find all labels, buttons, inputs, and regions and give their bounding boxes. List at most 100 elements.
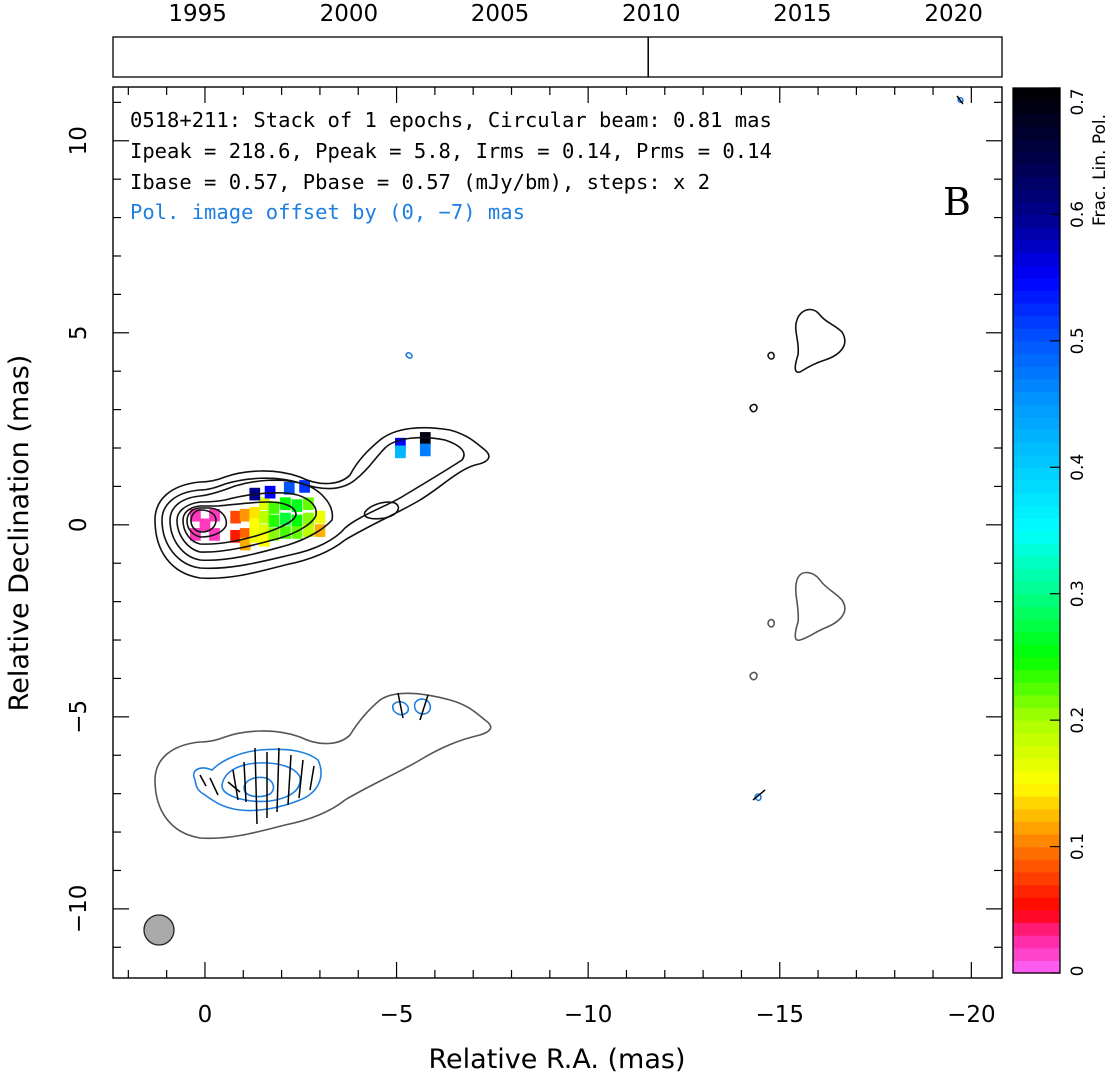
panel-letter: B xyxy=(943,180,971,224)
colorbar-band xyxy=(1013,732,1060,747)
colorbar-band xyxy=(1013,442,1060,456)
frac-pol-pixel xyxy=(299,480,310,493)
colorbar-band xyxy=(1013,720,1060,734)
total-intensity-contours xyxy=(154,308,846,580)
timeline-tick-label: 1995 xyxy=(168,1,227,27)
colorbar-tick-label: 0.7 xyxy=(1068,88,1088,115)
colorbar-band xyxy=(1013,517,1060,532)
colorbar-band xyxy=(1013,859,1060,873)
axis-ticks xyxy=(113,87,1002,978)
colorbar-band xyxy=(1013,770,1060,784)
y-tick-labels: 10 5 0 −5 −10 xyxy=(66,126,92,933)
evpa-tick xyxy=(254,747,258,825)
colorbar-tick-label: 0.5 xyxy=(1068,327,1088,354)
frac-pol-pixel xyxy=(314,510,326,524)
frac-pol-pixel xyxy=(303,524,314,537)
intensity-contour-7 xyxy=(190,509,217,533)
frac-pol-pixel xyxy=(395,445,406,459)
polarized-contour-north xyxy=(405,352,413,359)
colorbar-band xyxy=(1013,846,1060,860)
colorbar-band xyxy=(1013,745,1060,759)
evpa-tick xyxy=(199,774,207,787)
offset-intensity-contour-far-2 xyxy=(767,618,775,628)
colorbar: 0 0.1 0.2 0.3 0.4 0.5 0.6 0.7 Frac. Lin. Pol. xyxy=(1012,87,1110,976)
colorbar-band xyxy=(1013,227,1060,241)
colorbar-band xyxy=(1013,796,1060,810)
colorbar-label: Frac. Lin. Pol. xyxy=(1090,114,1110,226)
colorbar-band xyxy=(1013,644,1060,658)
colorbar-band xyxy=(1013,922,1060,936)
colorbar-band xyxy=(1013,378,1060,393)
intensity-contour-6 xyxy=(186,507,228,538)
colorbar-band xyxy=(1013,581,1060,595)
colorbar-band xyxy=(1013,479,1060,494)
evpa-tick xyxy=(309,765,315,791)
evpa-tick xyxy=(752,789,766,801)
restoring-beam xyxy=(143,914,175,946)
timeline-tick-labels: 1995 2000 2005 2010 2015 2020 xyxy=(168,1,982,27)
y-tick-label: 10 xyxy=(66,126,92,155)
timeline-tick-label: 2005 xyxy=(471,1,530,27)
y-tick-label: 0 xyxy=(66,517,92,532)
frac-pol-pixel xyxy=(280,512,291,526)
frac-pol-pixel xyxy=(303,512,314,526)
frac-pol-pixel xyxy=(230,510,241,524)
colorbar-band xyxy=(1013,302,1060,317)
colorbar-tick-label: 0.1 xyxy=(1068,833,1088,860)
colorbar-band xyxy=(1013,277,1060,291)
evpa-tick xyxy=(298,759,304,799)
colorbar-band xyxy=(1013,530,1060,544)
x-tick-label: −5 xyxy=(380,1002,414,1028)
x-tick-label: −15 xyxy=(755,1002,804,1028)
frac-pol-pixel xyxy=(258,533,270,547)
polarized-contour-outer xyxy=(193,748,322,812)
evpa-tick xyxy=(419,694,429,721)
colorbar-band xyxy=(1013,454,1060,468)
plot-frame xyxy=(112,86,1003,979)
colorbar-band xyxy=(1013,366,1060,380)
colorbar-band xyxy=(1013,125,1060,140)
colorbar-band xyxy=(1013,100,1060,114)
frac-pol-pixel xyxy=(280,526,291,539)
timeline-tick-label: 2000 xyxy=(320,1,379,27)
polarized-contour-knot-2 xyxy=(413,698,432,715)
evpa-vectors xyxy=(199,95,964,825)
colorbar-band xyxy=(1013,492,1060,506)
colorbar-band xyxy=(1013,214,1060,228)
intensity-contour-far-1 xyxy=(794,308,846,374)
colorbar-band xyxy=(1013,593,1060,607)
evpa-tick xyxy=(276,747,280,813)
colorbar-band xyxy=(1013,669,1060,683)
frac-pol-pixel xyxy=(239,508,251,522)
colorbar-band xyxy=(1013,821,1060,835)
frac-pol-pixel xyxy=(268,514,280,528)
frac-pol-pixel xyxy=(291,514,303,528)
polarized-contour-mid xyxy=(221,762,301,803)
colorbar-band xyxy=(1013,884,1060,898)
polarized-contour-far xyxy=(754,793,762,802)
frac-pol-pixel xyxy=(283,481,295,495)
colorbar-band xyxy=(1013,163,1060,178)
colorbar-band xyxy=(1013,176,1060,190)
colorbar-band xyxy=(1013,315,1060,329)
colorbar-gradient xyxy=(1013,88,1060,974)
colorbar-band xyxy=(1013,960,1060,974)
intensity-contour-4 xyxy=(176,492,317,553)
colorbar-band xyxy=(1013,808,1060,822)
colorbar-band xyxy=(1013,833,1060,848)
frac-pol-pixel xyxy=(199,518,211,532)
colorbar-band xyxy=(1013,138,1060,152)
frac-pol-pixel xyxy=(258,497,270,511)
annotation-pol-offset: Pol. image offset by (0, −7) mas xyxy=(130,200,525,224)
intensity-contour-outer xyxy=(154,426,490,580)
frac-pol-pixel xyxy=(230,530,241,543)
colorbar-band xyxy=(1013,416,1060,430)
colorbar-band xyxy=(1013,694,1060,709)
colorbar-frame xyxy=(1012,87,1061,974)
colorbar-band xyxy=(1013,113,1060,127)
intensity-contour-5 xyxy=(182,501,297,545)
colorbar-band xyxy=(1013,783,1060,797)
colorbar-band xyxy=(1013,631,1060,645)
fractional-polarization-image xyxy=(190,432,431,551)
